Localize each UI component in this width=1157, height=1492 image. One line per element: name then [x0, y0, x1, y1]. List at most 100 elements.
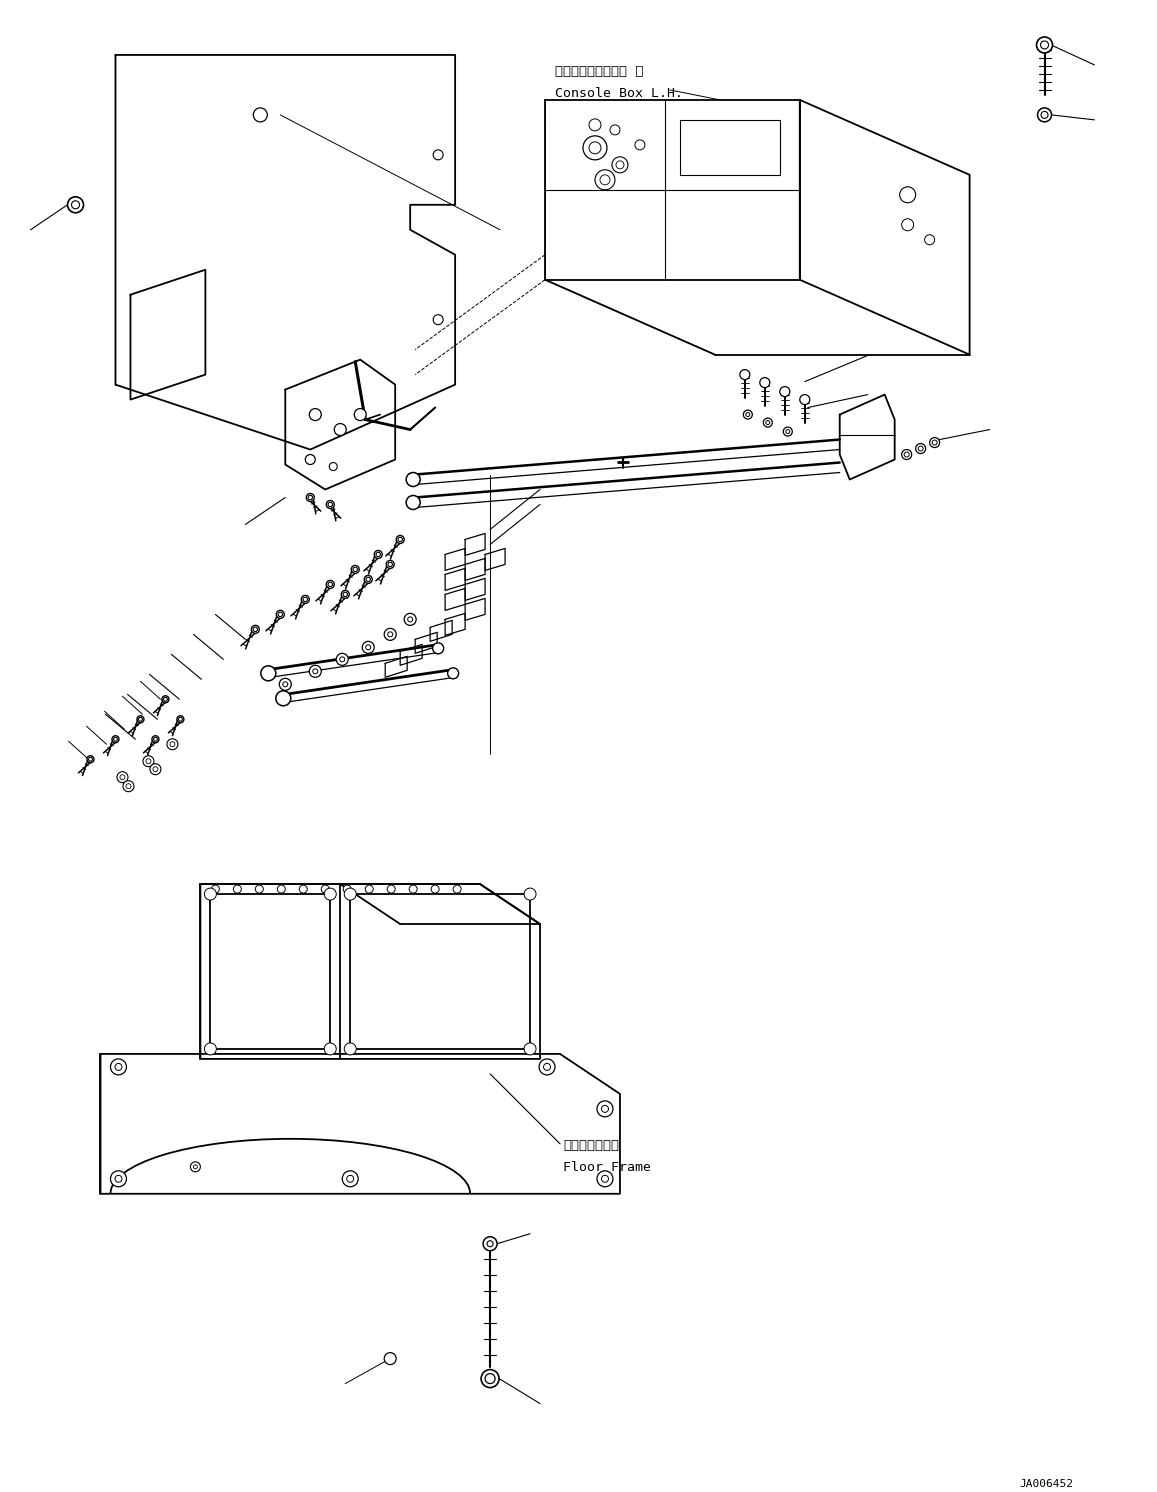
- Circle shape: [610, 125, 620, 134]
- Circle shape: [163, 697, 168, 701]
- Circle shape: [616, 161, 624, 169]
- Circle shape: [487, 1241, 493, 1247]
- Circle shape: [602, 1106, 609, 1113]
- Circle shape: [783, 427, 793, 436]
- Circle shape: [115, 1064, 121, 1070]
- Circle shape: [341, 591, 349, 598]
- Circle shape: [89, 758, 93, 761]
- Circle shape: [301, 595, 309, 603]
- Circle shape: [388, 631, 392, 637]
- Circle shape: [597, 1171, 613, 1186]
- Circle shape: [407, 616, 413, 622]
- Circle shape: [342, 592, 347, 597]
- Circle shape: [433, 149, 443, 160]
- Circle shape: [1041, 112, 1048, 118]
- Circle shape: [253, 627, 258, 631]
- Circle shape: [481, 1370, 499, 1388]
- Circle shape: [345, 1043, 356, 1055]
- Circle shape: [635, 140, 644, 149]
- Circle shape: [1037, 37, 1053, 52]
- Circle shape: [312, 668, 318, 674]
- Circle shape: [600, 175, 610, 185]
- Circle shape: [126, 783, 131, 789]
- Circle shape: [539, 1059, 555, 1074]
- Circle shape: [1038, 107, 1052, 122]
- Circle shape: [342, 1171, 359, 1186]
- Circle shape: [433, 315, 443, 325]
- Text: コンソールボックス  左: コンソールボックス 左: [555, 66, 643, 78]
- Circle shape: [205, 1043, 216, 1055]
- Circle shape: [344, 885, 352, 894]
- Circle shape: [146, 759, 150, 764]
- Circle shape: [353, 567, 358, 571]
- Circle shape: [764, 418, 773, 427]
- Text: Floor Frame: Floor Frame: [563, 1161, 651, 1174]
- Circle shape: [1040, 40, 1048, 49]
- Circle shape: [137, 716, 143, 722]
- Circle shape: [113, 737, 117, 742]
- Circle shape: [589, 119, 600, 131]
- Circle shape: [139, 718, 142, 721]
- Circle shape: [901, 219, 914, 231]
- Text: Console Box L.H.: Console Box L.H.: [555, 87, 683, 100]
- Circle shape: [366, 645, 370, 651]
- Circle shape: [388, 562, 392, 567]
- Circle shape: [919, 446, 923, 451]
- Circle shape: [352, 565, 359, 573]
- Circle shape: [374, 551, 382, 558]
- Circle shape: [595, 170, 616, 189]
- Circle shape: [87, 756, 94, 762]
- Circle shape: [544, 1064, 551, 1070]
- Circle shape: [337, 653, 348, 665]
- Circle shape: [300, 885, 308, 894]
- Circle shape: [388, 885, 396, 894]
- Circle shape: [143, 756, 154, 767]
- Circle shape: [454, 885, 462, 894]
- Circle shape: [212, 885, 220, 894]
- Circle shape: [309, 409, 322, 421]
- Circle shape: [309, 665, 322, 677]
- Circle shape: [307, 494, 315, 501]
- Circle shape: [366, 577, 370, 582]
- Circle shape: [347, 1176, 354, 1182]
- Circle shape: [760, 377, 769, 388]
- Circle shape: [170, 742, 175, 746]
- Circle shape: [178, 718, 183, 721]
- Circle shape: [329, 503, 332, 507]
- Circle shape: [924, 234, 935, 245]
- Circle shape: [308, 495, 312, 500]
- Circle shape: [746, 413, 750, 416]
- Circle shape: [354, 409, 367, 421]
- Circle shape: [123, 780, 134, 792]
- Circle shape: [251, 625, 259, 633]
- Circle shape: [72, 201, 80, 209]
- Circle shape: [904, 452, 909, 457]
- Circle shape: [432, 885, 440, 894]
- Circle shape: [282, 682, 288, 686]
- Circle shape: [900, 186, 915, 203]
- Text: JA006452: JA006452: [1019, 1480, 1074, 1489]
- Circle shape: [799, 394, 810, 404]
- Circle shape: [766, 421, 769, 425]
- Circle shape: [112, 736, 119, 743]
- Circle shape: [786, 430, 790, 434]
- Circle shape: [324, 1043, 337, 1055]
- Circle shape: [406, 495, 420, 509]
- Circle shape: [362, 642, 374, 653]
- Circle shape: [115, 1176, 121, 1182]
- Circle shape: [433, 643, 443, 653]
- Circle shape: [67, 197, 83, 213]
- Circle shape: [366, 885, 374, 894]
- Circle shape: [277, 610, 285, 618]
- Circle shape: [410, 885, 418, 894]
- Circle shape: [177, 716, 184, 722]
- Circle shape: [329, 582, 332, 586]
- Circle shape: [384, 1353, 396, 1365]
- Circle shape: [398, 537, 403, 542]
- Circle shape: [322, 885, 330, 894]
- Circle shape: [485, 1374, 495, 1383]
- Circle shape: [386, 561, 395, 568]
- Circle shape: [152, 736, 159, 743]
- Circle shape: [524, 1043, 536, 1055]
- Text: フロアフレーム: フロアフレーム: [563, 1138, 619, 1152]
